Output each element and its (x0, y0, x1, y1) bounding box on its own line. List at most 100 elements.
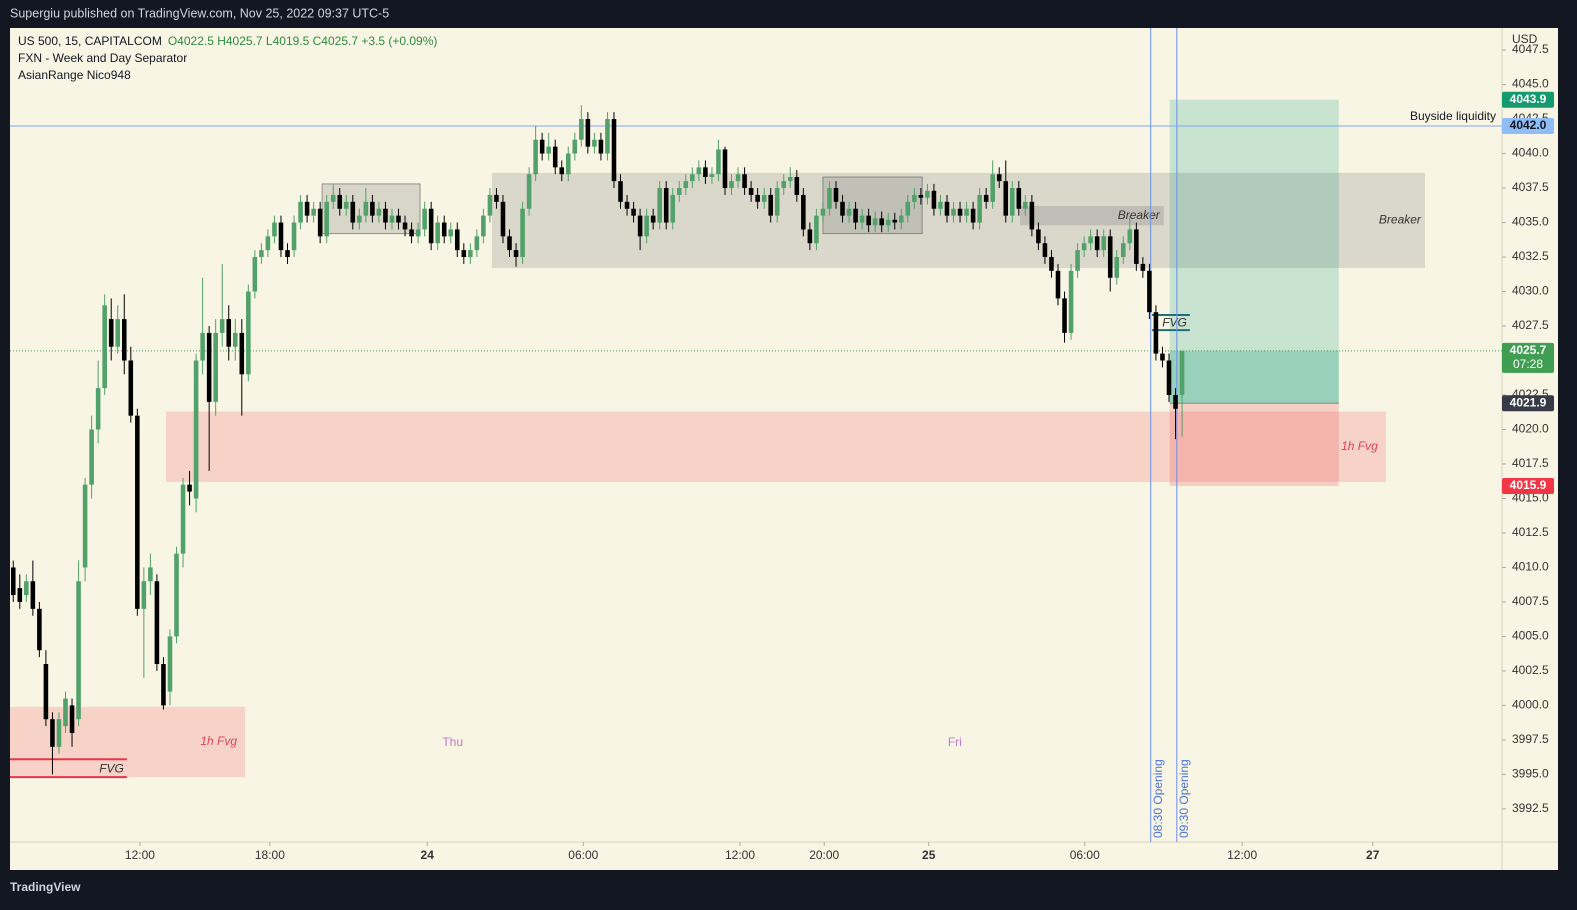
candle-body (265, 236, 271, 251)
candle-body (69, 705, 75, 734)
candle-body (187, 484, 192, 492)
candle-body (938, 201, 943, 209)
position-target (1169, 99, 1339, 404)
candle-body (161, 664, 166, 706)
price-tag (1502, 342, 1554, 373)
candle-body (951, 208, 956, 216)
candle-body (121, 319, 127, 361)
y-tick-label: 4032.5 (1512, 249, 1549, 263)
candle-body (180, 484, 186, 554)
y-tick-label: 4035.0 (1512, 215, 1549, 229)
y-tick-label: 3997.5 (1512, 732, 1549, 746)
candle-body (1068, 270, 1074, 333)
currency-label: USD (1512, 32, 1538, 46)
candle-body (676, 188, 682, 195)
price-tag-label: 4042.0 (1510, 118, 1547, 132)
candle-body (174, 553, 179, 637)
candle-body (735, 174, 741, 182)
candle-body (774, 188, 780, 216)
candle-body (304, 201, 310, 216)
candle-body (56, 719, 62, 747)
candle-body (487, 194, 493, 216)
y-tick-label: 3995.0 (1512, 767, 1549, 781)
candle-body (343, 201, 349, 209)
candle-body (663, 188, 669, 223)
candle-body (324, 201, 329, 237)
candle-body (703, 167, 708, 178)
candle-body (1003, 181, 1009, 216)
candle-body (1042, 243, 1048, 258)
candle-body (644, 215, 649, 237)
candle-body (128, 360, 134, 416)
x-tick-label: 27 (1366, 848, 1380, 862)
position-open-pnl (1169, 350, 1339, 404)
zone-label: Breaker (1379, 213, 1422, 227)
candle-body (833, 188, 839, 202)
candle-body (389, 215, 395, 223)
y-tick-label: 3992.5 (1512, 801, 1549, 815)
candle-body (454, 229, 460, 251)
candle-body (474, 236, 480, 251)
header: Supergiu published on TradingView.com, N… (10, 6, 389, 20)
candle-body (246, 291, 251, 375)
candle-body (513, 250, 519, 258)
candle-body (396, 215, 401, 223)
legend-indicator: FXN - Week and Day Separator (18, 51, 187, 65)
candle-body (148, 567, 153, 582)
candle-body (1173, 394, 1178, 409)
candle-body (383, 208, 388, 223)
footer-logo[interactable]: TradingView (10, 880, 81, 894)
candle-body (1127, 229, 1133, 244)
candle-body (840, 201, 845, 216)
price-tag-label: 4043.9 (1510, 92, 1547, 106)
candle-body (317, 208, 323, 237)
candle-body (872, 218, 878, 226)
candle-body (565, 153, 571, 175)
candle-body (135, 415, 140, 609)
session-label: 08:30 Opening (1151, 759, 1165, 838)
candle-body (748, 188, 754, 195)
y-tick-label: 4010.0 (1512, 560, 1549, 574)
legend-indicator: AsianRange Nico948 (18, 68, 131, 82)
zone-label: Breaker (1118, 208, 1161, 222)
candle-body (448, 229, 454, 237)
candle-body (232, 332, 238, 347)
candle-body (291, 222, 297, 251)
candle-body (422, 208, 427, 230)
candle-body (846, 208, 852, 216)
price-tag (1502, 478, 1554, 495)
candle-body (552, 146, 558, 168)
candle-body (17, 588, 23, 602)
fvg-label: FVG (99, 761, 124, 775)
x-tick-label: 12:00 (1227, 848, 1257, 862)
candle-body (787, 177, 793, 182)
candle-body (1023, 201, 1028, 209)
candle-body (983, 194, 989, 202)
candle-body (996, 174, 1002, 182)
y-tick-label: 4015.0 (1512, 491, 1549, 505)
candle-body (892, 219, 898, 223)
candle-body (402, 222, 408, 230)
candle-body (931, 190, 937, 209)
candle-body (657, 188, 662, 223)
y-tick-label: 4000.0 (1512, 698, 1549, 712)
candle-body (650, 215, 656, 223)
zone-label: 1h Fvg (200, 734, 237, 748)
candle-body (337, 194, 343, 209)
y-tick-label: 4012.5 (1512, 525, 1549, 539)
candle-body (990, 174, 995, 202)
candle-body (115, 319, 121, 347)
candle-body (1134, 229, 1139, 264)
candle-body (252, 257, 258, 292)
candle-body (37, 608, 42, 651)
x-tick-label: 06:00 (1070, 848, 1100, 862)
candle-body (206, 332, 212, 402)
candle-body (1166, 360, 1172, 395)
day-label: Thu (442, 735, 463, 749)
candle-body (50, 719, 55, 747)
candle-body (1147, 270, 1152, 313)
candle-body (468, 250, 473, 258)
candle-body (827, 188, 832, 209)
candle-body (761, 194, 767, 202)
candle-body (239, 332, 245, 375)
